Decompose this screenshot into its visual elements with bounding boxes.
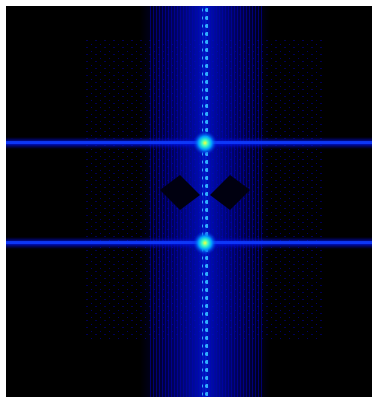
bright-peak-upper [193,131,217,155]
spectrum-image [0,0,377,401]
vertical-dashed-line [202,6,208,397]
horizontal-core-upper [6,141,372,144]
horizontal-core-lower [6,241,372,244]
bright-peak-lower [193,231,217,255]
